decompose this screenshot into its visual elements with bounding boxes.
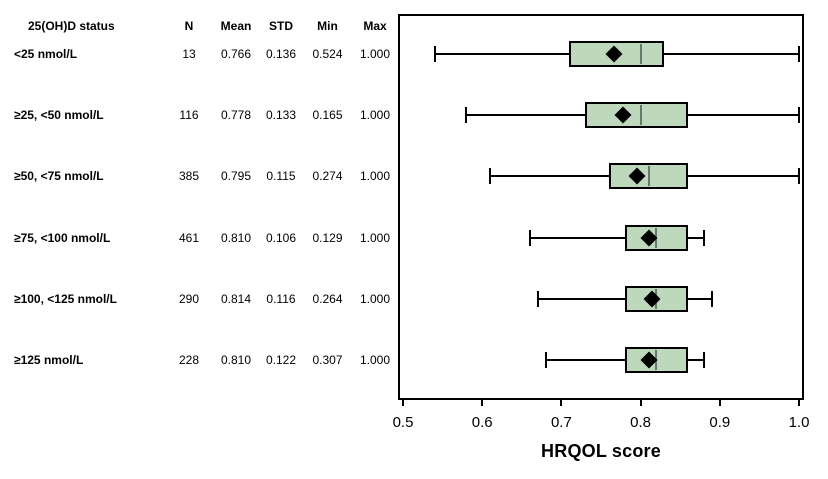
cell-max: 1.000 [359, 353, 391, 367]
cell-n: 290 [178, 292, 200, 306]
x-axis-tick [560, 400, 563, 406]
table-row: ≥50, <75 nmol/L 385 0.795 0.115 0.274 1.… [0, 168, 398, 184]
cell-std: 0.133 [265, 108, 297, 122]
col-header-status: 25(OH)D status [28, 19, 115, 33]
col-header-mean: Mean [220, 19, 252, 33]
table-row: <25 nmol/L 13 0.766 0.136 0.524 1.000 [0, 46, 398, 62]
whisker-cap-low [536, 290, 539, 307]
cell-max: 1.000 [359, 169, 391, 183]
median-line [639, 105, 642, 126]
cell-mean: 0.814 [220, 292, 252, 306]
cell-max: 1.000 [359, 108, 391, 122]
whisker-cap-high [702, 229, 705, 246]
cell-mean: 0.810 [220, 353, 252, 367]
cell-min: 0.129 [312, 231, 343, 245]
row-label: ≥125 nmol/L [14, 353, 84, 367]
whisker-line [545, 359, 704, 361]
cell-mean: 0.795 [220, 169, 252, 183]
x-axis-tick [639, 400, 642, 406]
row-label: ≥50, <75 nmol/L [14, 169, 104, 183]
cell-n: 228 [178, 353, 200, 367]
cell-n: 385 [178, 169, 200, 183]
col-header-std: STD [269, 19, 293, 33]
table-row: ≥25, <50 nmol/L 116 0.778 0.133 0.165 1.… [0, 107, 398, 123]
cell-mean: 0.766 [220, 47, 252, 61]
whisker-cap-low [433, 46, 436, 62]
cell-min: 0.524 [312, 47, 343, 61]
x-tick-label: 0.9 [709, 414, 731, 431]
col-header-min: Min [317, 19, 338, 33]
cell-min: 0.307 [312, 353, 343, 367]
col-header-max: Max [363, 19, 387, 33]
whisker-cap-low [544, 352, 547, 368]
whisker-cap-high [798, 168, 800, 185]
row-label: <25 nmol/L [14, 47, 78, 61]
cell-std: 0.136 [265, 47, 297, 61]
x-axis-tick [481, 400, 484, 406]
x-axis-label: HRQOL score [541, 441, 661, 461]
table-row: ≥100, <125 nmol/L 290 0.814 0.116 0.264 … [0, 291, 398, 307]
x-tick-label: 0.6 [471, 414, 493, 431]
cell-min: 0.165 [312, 108, 343, 122]
table-row: ≥75, <100 nmol/L 461 0.810 0.106 0.129 1… [0, 230, 398, 246]
cell-mean: 0.778 [220, 108, 252, 122]
cell-std: 0.122 [265, 353, 297, 367]
x-axis-tick [718, 400, 721, 406]
x-axis-tick [402, 400, 404, 406]
table-header-row: 25(OH)D status N Mean STD Min Max [0, 18, 398, 34]
whisker-cap-low [465, 107, 468, 124]
cell-min: 0.274 [312, 169, 343, 183]
median-line [639, 44, 642, 64]
cell-max: 1.000 [359, 231, 391, 245]
cell-max: 1.000 [359, 292, 391, 306]
col-header-n: N [184, 19, 194, 33]
x-tick-label: 0.7 [550, 414, 572, 431]
cell-max: 1.000 [359, 47, 391, 61]
cell-n: 13 [182, 47, 196, 61]
whisker-line [529, 236, 704, 239]
x-axis-tick [798, 400, 800, 406]
cell-n: 116 [179, 108, 199, 122]
whisker-cap-high [798, 46, 800, 62]
table-row: ≥125 nmol/L 228 0.810 0.122 0.307 1.000 [0, 352, 398, 368]
whisker-cap-high [710, 290, 713, 307]
cell-n: 461 [178, 231, 200, 245]
x-tick-label: 0.5 [392, 414, 414, 431]
cell-std: 0.116 [266, 292, 296, 306]
cell-std: 0.106 [265, 231, 297, 245]
cell-mean: 0.810 [220, 231, 252, 245]
cell-std: 0.115 [266, 169, 296, 183]
row-label: ≥25, <50 nmol/L [14, 108, 104, 122]
whisker-line [537, 297, 712, 300]
median-line [647, 166, 650, 187]
x-tick-label: 0.8 [630, 414, 652, 431]
row-label: ≥100, <125 nmol/L [14, 292, 117, 306]
whisker-cap-low [528, 229, 531, 246]
cell-min: 0.264 [312, 292, 343, 306]
iqr-box [585, 102, 689, 129]
x-tick-label: 1.0 [788, 414, 810, 431]
row-label: ≥75, <100 nmol/L [14, 231, 111, 245]
whisker-cap-high [702, 352, 705, 368]
whisker-cap-low [489, 168, 492, 185]
whisker-cap-high [798, 107, 800, 124]
plot-frame [398, 14, 804, 400]
